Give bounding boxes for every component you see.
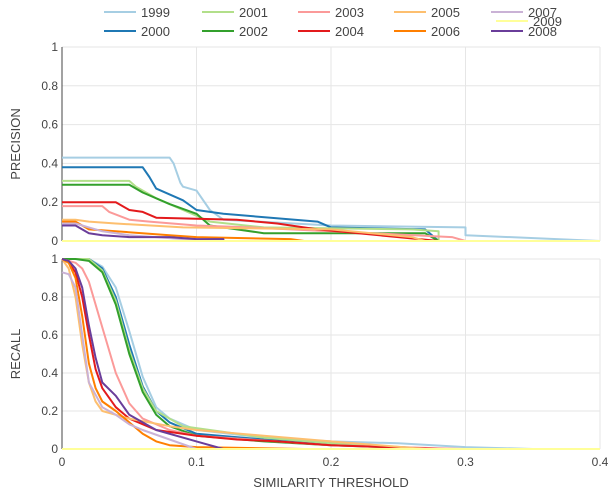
y-tick-label: 0.2: [41, 404, 58, 418]
series-line-2004: [61, 258, 439, 450]
legend-label: 2005: [431, 5, 460, 20]
x-axis-title: SIMILARITY THRESHOLD: [253, 475, 409, 490]
series-line-2005: [62, 218, 426, 242]
y-tick-label: 0.4: [41, 366, 58, 380]
y-axis-title: RECALL: [8, 329, 23, 380]
series-line-2007: [61, 271, 197, 450]
x-tick-label: 0.4: [592, 455, 609, 469]
legend-label: 2001: [239, 5, 268, 20]
legend-item-2004[interactable]: 2004: [298, 24, 364, 39]
series-line-2001: [62, 179, 440, 241]
y-tick-label: 0.8: [41, 290, 58, 304]
legend: 1999 2001 2003 2005 2007 2000 2002 2004 2006 2008…: [104, 5, 562, 39]
y-tick-label: 0.6: [41, 328, 58, 342]
legend-item-2003[interactable]: 2003: [298, 5, 364, 20]
legend-item-2007[interactable]: 2007: [491, 5, 557, 20]
legend-label: 1999: [141, 5, 170, 20]
y-tick-label: 1: [51, 40, 58, 54]
series-line-2000: [62, 258, 439, 450]
y-tick-label: 0.4: [41, 156, 58, 170]
y-tick-label: 0: [51, 442, 58, 456]
legend-label: 2002: [239, 24, 268, 39]
x-tick-label: 0.2: [323, 455, 340, 469]
legend-item-2008[interactable]: 2008: [491, 24, 557, 39]
y-tick-label: 0.6: [41, 118, 58, 132]
series-line-2002: [62, 258, 439, 450]
recall-panel: 0 0.2 0.4 0.6 0.8 1 0 0.1 0.2 0.3 0.4 RECALL SIMILAR…: [8, 252, 609, 490]
legend-item-2000[interactable]: 2000: [104, 24, 170, 39]
series-line-2008: [62, 224, 225, 241]
y-tick-label: 0: [51, 234, 58, 248]
series-line-2008: [61, 258, 224, 450]
legend-item-2006[interactable]: 2006: [394, 24, 460, 39]
legend-label: 2003: [335, 5, 364, 20]
legend-item-2001[interactable]: 2001: [202, 5, 268, 20]
legend-item-2009[interactable]: 2009: [496, 14, 562, 29]
y-tick-label: 1: [51, 252, 58, 266]
legend-item-2002[interactable]: 2002: [202, 24, 268, 39]
series-line-1999: [62, 156, 601, 242]
series-line-2006: [61, 258, 305, 450]
series-line-2006: [62, 220, 305, 242]
y-tick-label: 0.2: [41, 195, 58, 209]
legend-label: 2000: [141, 24, 170, 39]
series-line-2004: [62, 201, 439, 242]
legend-label: 2006: [431, 24, 460, 39]
x-tick-label: 0.1: [188, 455, 205, 469]
legend-label: 2004: [335, 24, 364, 39]
x-tick-label: 0: [59, 455, 66, 469]
legend-label: 2009: [533, 14, 562, 29]
legend-item-1999[interactable]: 1999: [104, 5, 170, 20]
x-tick-label: 0.3: [457, 455, 474, 469]
legend-label: 2007: [528, 5, 557, 20]
series-line-2002: [62, 183, 440, 242]
legend-label: 2008: [528, 24, 557, 39]
y-axis-title: PRECISION: [8, 108, 23, 180]
series-line-2005: [61, 258, 426, 450]
series-line-2001: [62, 258, 439, 450]
y-tick-label: 0.8: [41, 79, 58, 93]
precision-panel: 0 0.2 0.4 0.6 0.8 1 PRECISION: [8, 40, 601, 248]
legend-item-2005[interactable]: 2005: [394, 5, 460, 20]
